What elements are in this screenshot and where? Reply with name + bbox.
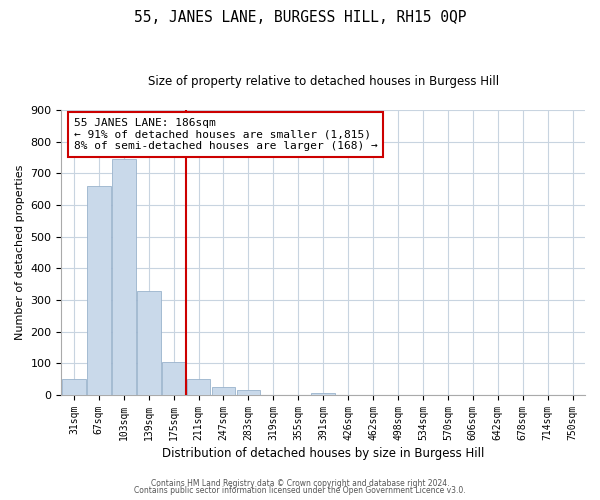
- Bar: [311, 392, 335, 395]
- Bar: [212, 386, 235, 395]
- Bar: [112, 159, 136, 395]
- Text: 55 JANES LANE: 186sqm
← 91% of detached houses are smaller (1,815)
8% of semi-de: 55 JANES LANE: 186sqm ← 91% of detached …: [74, 118, 377, 151]
- Bar: [62, 378, 86, 395]
- Y-axis label: Number of detached properties: Number of detached properties: [15, 165, 25, 340]
- Title: Size of property relative to detached houses in Burgess Hill: Size of property relative to detached ho…: [148, 75, 499, 88]
- Text: 55, JANES LANE, BURGESS HILL, RH15 0QP: 55, JANES LANE, BURGESS HILL, RH15 0QP: [134, 10, 466, 25]
- Bar: [236, 390, 260, 395]
- Bar: [87, 186, 110, 395]
- Bar: [162, 362, 185, 395]
- X-axis label: Distribution of detached houses by size in Burgess Hill: Distribution of detached houses by size …: [162, 447, 484, 460]
- Bar: [137, 290, 161, 395]
- Text: Contains HM Land Registry data © Crown copyright and database right 2024.: Contains HM Land Registry data © Crown c…: [151, 478, 449, 488]
- Text: Contains public sector information licensed under the Open Government Licence v3: Contains public sector information licen…: [134, 486, 466, 495]
- Bar: [187, 378, 211, 395]
